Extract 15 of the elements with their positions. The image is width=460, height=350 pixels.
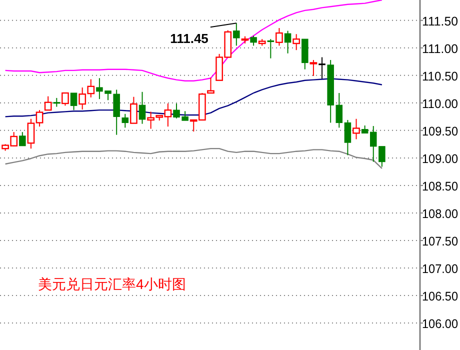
y-tick-label: 108.00 [422,206,460,221]
y-tick-label: 108.50 [422,179,460,194]
y-tick-label: 111.50 [422,14,458,28]
y-tick-label: 111.00 [422,42,458,56]
y-tick-label: 107.00 [422,262,460,276]
text: 美元兑日元汇率4小时图 [38,276,186,292]
annotation: 111.45 [170,31,208,46]
y-tick-label: 109.50 [422,124,460,138]
y-tick-label: 107.50 [422,234,460,248]
y-tick-label: 110.00 [422,96,460,111]
y-tick-label: 110.50 [422,69,460,84]
line-series [4,0,383,82]
y-tick-label: 106.00 [422,317,460,332]
y-tick-label: 106.50 [422,290,460,304]
y-tick-label: 109.00 [422,152,460,166]
